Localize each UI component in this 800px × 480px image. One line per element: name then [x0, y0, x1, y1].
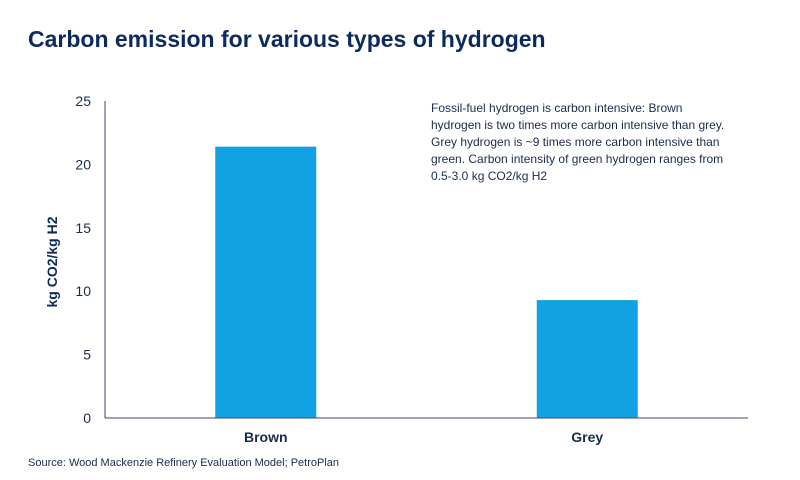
bar-grey — [536, 300, 638, 418]
category-labels: Brown Grey — [244, 429, 603, 445]
source-note: Source: Wood Mackenzie Refinery Evaluati… — [28, 457, 340, 469]
y-tick-label: 25 — [75, 93, 91, 109]
y-axis-ticks: 0 5 10 15 20 25 — [75, 93, 91, 426]
y-tick-label: 10 — [75, 283, 91, 299]
y-tick-label: 20 — [75, 156, 91, 172]
y-tick-label: 0 — [83, 410, 91, 426]
bars — [215, 146, 638, 418]
category-label-grey: Grey — [571, 429, 603, 445]
category-label-brown: Brown — [244, 429, 288, 445]
chart-annotation: Fossil-fuel hydrogen is carbon intensive… — [431, 101, 725, 183]
bar-brown — [215, 146, 317, 418]
y-tick-label: 5 — [83, 347, 91, 363]
chart-title: Carbon emission for various types of hyd… — [28, 26, 546, 52]
y-tick-label: 15 — [75, 220, 91, 236]
